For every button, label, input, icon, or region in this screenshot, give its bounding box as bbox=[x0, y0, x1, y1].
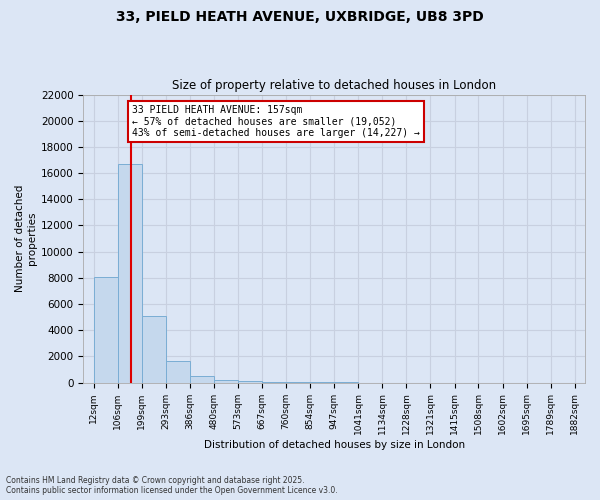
Bar bbox=[214, 380, 238, 382]
Title: Size of property relative to detached houses in London: Size of property relative to detached ho… bbox=[172, 79, 496, 92]
Bar bbox=[190, 376, 214, 382]
Text: Contains HM Land Registry data © Crown copyright and database right 2025.
Contai: Contains HM Land Registry data © Crown c… bbox=[6, 476, 338, 495]
Bar bbox=[94, 276, 118, 382]
Y-axis label: Number of detached
properties: Number of detached properties bbox=[15, 185, 37, 292]
X-axis label: Distribution of detached houses by size in London: Distribution of detached houses by size … bbox=[203, 440, 464, 450]
Bar bbox=[118, 164, 142, 382]
Bar bbox=[238, 381, 262, 382]
Bar bbox=[166, 361, 190, 382]
Text: 33 PIELD HEATH AVENUE: 157sqm
← 57% of detached houses are smaller (19,052)
43% : 33 PIELD HEATH AVENUE: 157sqm ← 57% of d… bbox=[132, 105, 420, 138]
Text: 33, PIELD HEATH AVENUE, UXBRIDGE, UB8 3PD: 33, PIELD HEATH AVENUE, UXBRIDGE, UB8 3P… bbox=[116, 10, 484, 24]
Bar bbox=[142, 316, 166, 382]
